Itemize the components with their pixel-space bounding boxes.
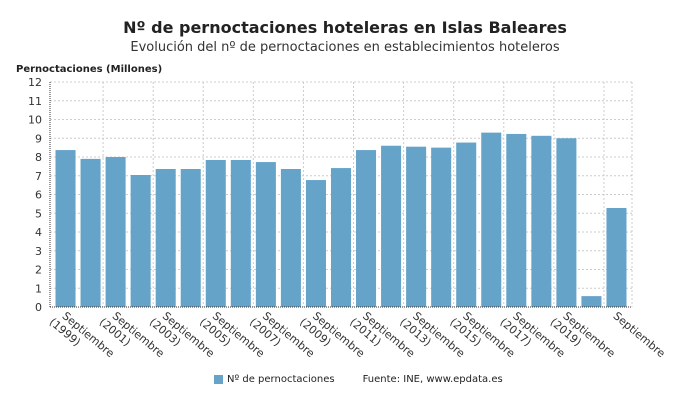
- legend-label: Nº de pernoctaciones: [227, 374, 335, 385]
- bar-2018: [531, 135, 552, 307]
- y-tick-label: 12: [28, 76, 42, 89]
- bar-1999: [55, 150, 76, 307]
- x-tick-label: Septiembre(2019): [548, 305, 618, 370]
- y-tick-label: 6: [35, 189, 42, 202]
- bar-2003: [155, 169, 176, 307]
- bar-2008: [280, 169, 301, 307]
- y-tick-label: 3: [35, 245, 42, 258]
- bar-2009: [305, 180, 326, 307]
- bar-2001: [105, 157, 126, 307]
- y-tick-label: 11: [28, 95, 42, 108]
- bar-2011: [356, 150, 377, 307]
- chart-title: Nº de pernoctaciones hoteleras en Islas …: [123, 18, 567, 37]
- legend: Nº de pernoctaciones Fuente: INE, www.ep…: [214, 374, 503, 385]
- bar-2000: [80, 158, 101, 307]
- x-tick-label: Septiembre: [611, 309, 668, 360]
- source-text: Fuente: INE, www.epdata.es: [362, 374, 503, 385]
- y-tick-label: 8: [35, 151, 42, 164]
- bar-2016: [481, 132, 502, 307]
- bar-2014: [431, 147, 452, 307]
- bar-2019: [556, 138, 577, 307]
- y-tick-label: 2: [35, 264, 42, 277]
- y-tick-label: 9: [35, 132, 42, 145]
- chart-subtitle: Evolución del nº de pernoctaciones en es…: [130, 40, 560, 55]
- y-axis-label: Pernoctaciones (Millones): [16, 64, 163, 75]
- y-tick-label: 0: [35, 301, 42, 314]
- legend-swatch: [214, 375, 223, 384]
- bar-2005: [205, 160, 226, 307]
- bar-2021: [606, 208, 627, 307]
- y-tick-label: 4: [35, 226, 42, 239]
- bar-2007: [255, 162, 276, 307]
- bar-2010: [330, 168, 352, 307]
- y-tick-label: 7: [35, 170, 42, 183]
- bar-2017: [506, 133, 527, 307]
- bar-2015: [456, 142, 477, 307]
- bar-2013: [406, 146, 427, 307]
- y-tick-label: 10: [28, 114, 42, 127]
- bar-2020: [581, 296, 602, 307]
- bar-2006: [230, 160, 251, 307]
- bar-2004: [180, 169, 201, 307]
- bar-2002: [130, 175, 151, 307]
- bar-2012: [381, 145, 402, 307]
- y-tick-label: 5: [35, 207, 42, 220]
- y-tick-label: 1: [35, 282, 42, 295]
